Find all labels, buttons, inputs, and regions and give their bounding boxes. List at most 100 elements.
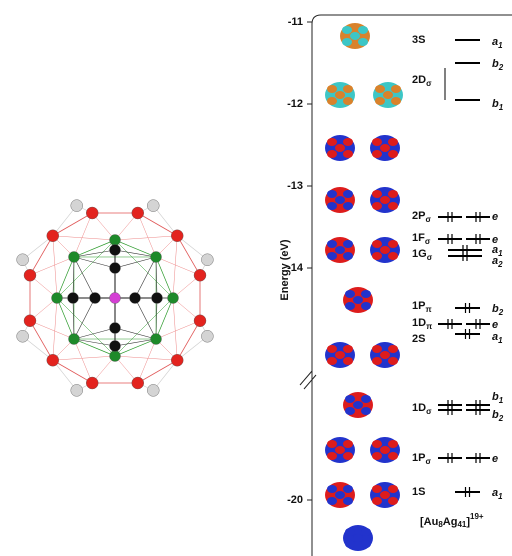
atom xyxy=(110,245,121,256)
orbital-lobe xyxy=(343,150,353,158)
orbital-lobe xyxy=(388,485,398,493)
atom xyxy=(110,293,121,304)
orbital-lobe xyxy=(391,97,401,105)
bond xyxy=(138,360,177,383)
orbital-lobe xyxy=(372,452,382,460)
tick-label: -14 xyxy=(287,262,304,274)
orbital-lobe xyxy=(342,38,352,46)
orbital-lobe xyxy=(343,357,353,365)
bond xyxy=(177,321,200,360)
symmetry-label-sub: 2 xyxy=(498,63,504,72)
symmetry-label: b2 xyxy=(492,58,504,72)
orbital-lobe xyxy=(372,357,382,365)
figure: Energy (eV) -11-12-13-14-203Sa12Dσb2b12P… xyxy=(0,0,512,556)
level-label-main: 1S xyxy=(412,486,425,498)
formula-part: Ag xyxy=(443,516,458,528)
atom xyxy=(201,330,213,342)
level-label-main: 1D xyxy=(412,402,426,414)
bond xyxy=(74,328,115,339)
bond xyxy=(173,298,177,360)
orbital-plots xyxy=(325,23,403,551)
symmetry-label-sub: 1 xyxy=(498,492,503,501)
orbital-lobe xyxy=(327,150,337,158)
atom xyxy=(71,384,83,396)
orbital-lobe xyxy=(335,446,345,454)
atom xyxy=(151,334,162,345)
atom xyxy=(171,354,183,366)
level-label-sub: σ xyxy=(426,407,432,416)
orbital-lobe xyxy=(391,85,401,93)
level-label-main: 1P xyxy=(412,300,425,312)
orbital-lobe xyxy=(375,85,385,93)
orbital-lobe xyxy=(361,528,371,536)
orbital-lobe xyxy=(327,202,337,210)
orbital-lobe xyxy=(327,252,337,260)
orbital-lobe xyxy=(380,351,390,359)
atom xyxy=(68,251,79,262)
orbital-lobe xyxy=(327,485,337,493)
symmetry-label: a1 xyxy=(492,487,503,501)
orbital-lobe xyxy=(345,302,355,310)
atom xyxy=(110,351,121,362)
tick-label: -12 xyxy=(287,98,303,110)
orbital-lobe xyxy=(372,345,382,353)
orbital-lobe xyxy=(335,491,345,499)
orbital-lobe xyxy=(343,452,353,460)
level-label: 1Dσ xyxy=(412,402,432,416)
cluster-structure xyxy=(17,200,214,397)
bond xyxy=(138,213,177,236)
atom xyxy=(110,263,121,274)
symmetry-label: b2 xyxy=(492,303,504,317)
orbital-lobe xyxy=(345,290,355,298)
bond xyxy=(115,339,156,346)
orbital-lobe xyxy=(388,345,398,353)
level-label-sub: π xyxy=(426,322,432,331)
orbital-lobe xyxy=(335,196,345,204)
atom xyxy=(52,293,63,304)
bond xyxy=(53,236,57,298)
level-label: 1Pσ xyxy=(412,452,431,466)
bond xyxy=(115,328,156,339)
formula-part: 19+ xyxy=(470,512,484,521)
level-label: 1Pπ xyxy=(412,300,432,314)
level-label-main: 1P xyxy=(412,452,425,464)
orbital-lobe xyxy=(342,26,352,34)
symmetry-label-sub: 1 xyxy=(499,103,504,112)
orbital-lobe xyxy=(361,540,371,548)
orbital-lobe xyxy=(335,91,345,99)
level-label-sub: σ xyxy=(427,253,433,262)
level-label: 2S xyxy=(412,333,425,345)
orbital-lobe xyxy=(361,290,371,298)
axis-break xyxy=(300,371,316,389)
symmetry-label: e xyxy=(492,319,498,331)
symmetry-label-sub: 1 xyxy=(498,336,503,345)
atom xyxy=(86,377,98,389)
atom xyxy=(194,315,206,327)
atom xyxy=(147,200,159,212)
orbital-lobe xyxy=(388,452,398,460)
orbital-lobe xyxy=(353,534,363,542)
level-label: 1Fσ xyxy=(412,232,431,246)
bond xyxy=(173,236,177,298)
orbital-lobe xyxy=(327,440,337,448)
orbital-lobe xyxy=(327,452,337,460)
level-label-main: 1F xyxy=(412,232,425,244)
bond xyxy=(30,321,53,360)
tick-label: -13 xyxy=(287,180,303,192)
atom xyxy=(152,293,163,304)
level-label-sub: σ xyxy=(425,457,431,466)
orbital-lobe xyxy=(327,497,337,505)
orbital-lobe xyxy=(380,491,390,499)
orbital-lobe xyxy=(380,446,390,454)
bond xyxy=(53,298,57,360)
atom xyxy=(68,334,79,345)
orbital-lobe xyxy=(343,138,353,146)
orbital-lobe xyxy=(380,246,390,254)
level-label: 1Dπ xyxy=(412,317,432,331)
orbital-lobe xyxy=(361,407,371,415)
symmetry-label-sub: 2 xyxy=(497,260,503,269)
symmetry-label-main: e xyxy=(492,211,498,223)
orbital-lobe xyxy=(388,240,398,248)
level-label: 2Dσ xyxy=(412,74,432,88)
orbital-lobe xyxy=(372,497,382,505)
